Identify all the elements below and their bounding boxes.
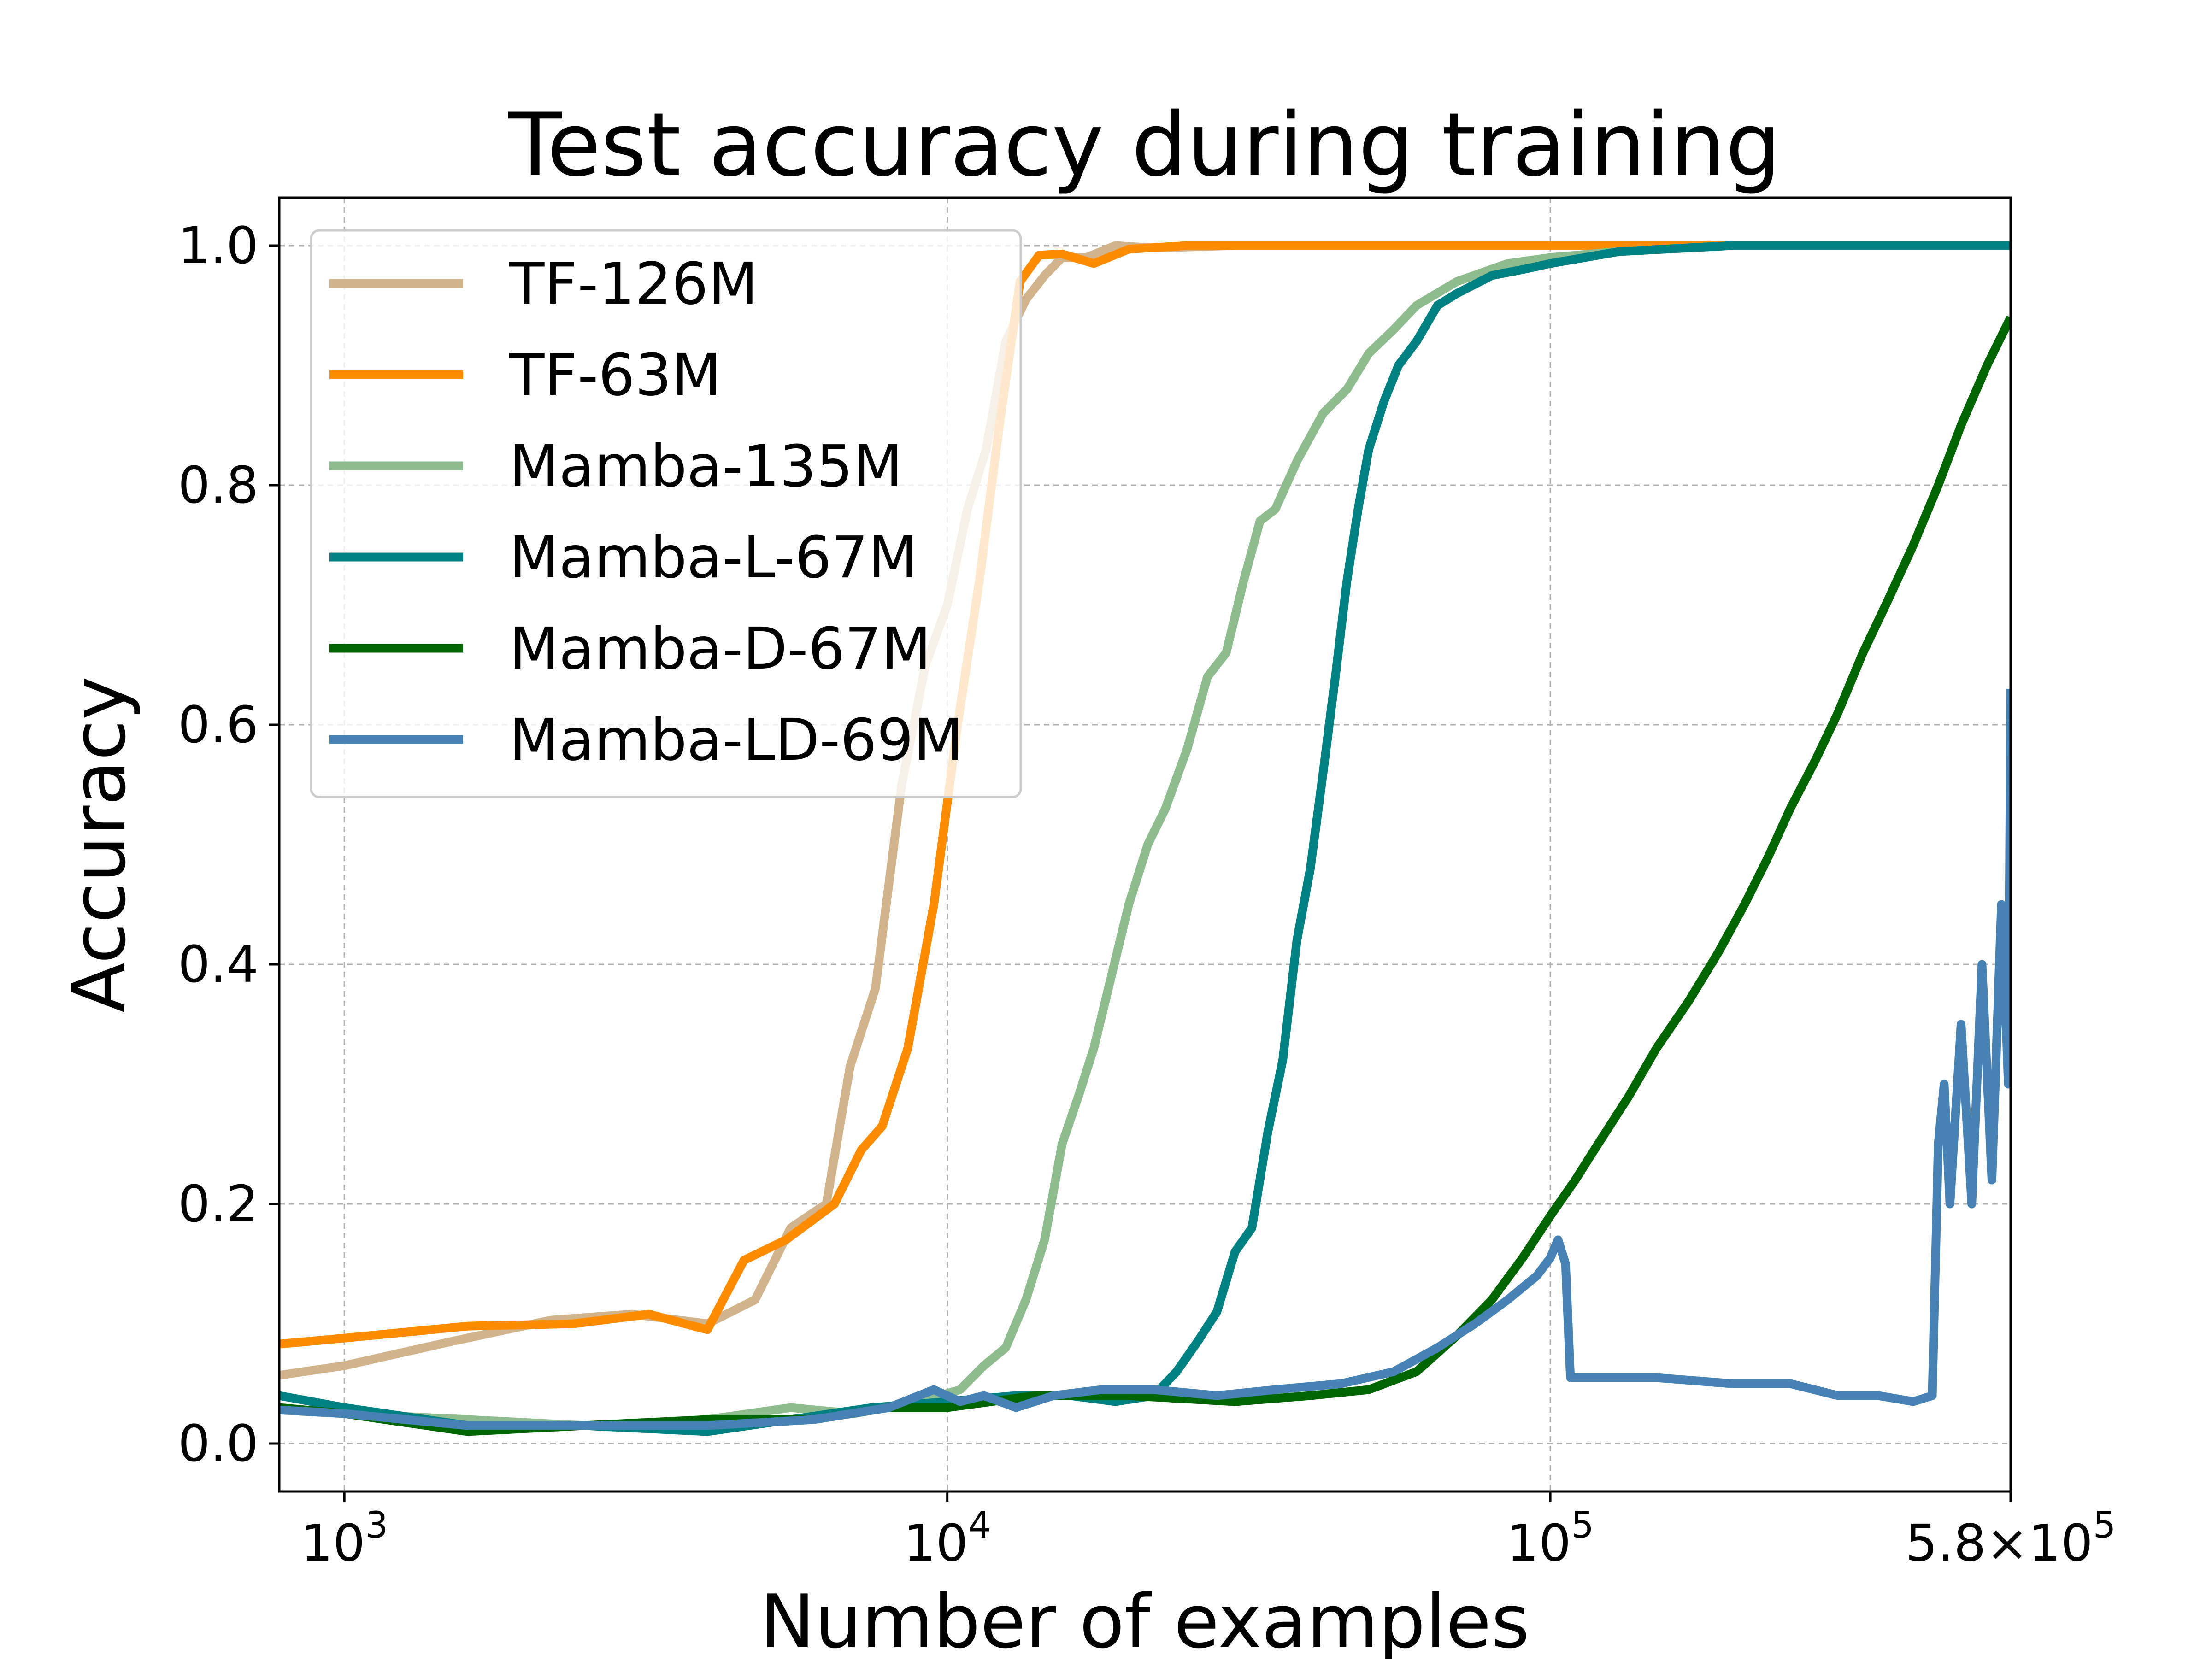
legend-label: TF-63M [509,342,721,409]
series-line-tf-63m [279,241,2011,1349]
x-tick-label-base: 5.8×10 [1906,1514,2093,1573]
y-tick-label: 0.6 [178,695,259,754]
legend-label: Mamba-LD-69M [509,707,963,774]
x-tick-label: 5.8×105 [1906,1505,2116,1573]
x-tick-label-exponent: 5 [2093,1505,2116,1546]
x-tick-label-base: 10 [1506,1514,1571,1573]
chart-title: Test accuracy during training [508,94,1781,196]
legend: TF-126M TF-63M Mamba-135M Mamba-L-67M Mamba-… [310,229,1022,798]
legend-box [310,229,1022,798]
x-tick-label-base: 10 [300,1514,365,1573]
x-tick-label: 104 [904,1505,991,1573]
legend-label: TF-126M [509,251,758,317]
plot-frame [278,196,2012,1493]
x-tick-label: 103 [300,1505,388,1573]
x-tick-label: 105 [1506,1505,1594,1573]
y-tick-label: 0.2 [178,1174,259,1233]
x-tick-label-base: 10 [904,1514,968,1573]
y-tick-label: 0.4 [178,935,259,994]
y-tick-label: 1.0 [178,216,259,275]
x-tick-label-exponent: 4 [968,1505,991,1546]
series-line-mamba-ld-69m [279,688,2011,1430]
y-tick-label: 0.8 [178,456,259,515]
series-lines [279,241,2011,1436]
x-axis-label: Number of examples [760,1579,1530,1659]
x-tick-label-exponent: 3 [365,1505,388,1546]
legend-label: Mamba-L-67M [509,524,918,591]
y-axis-label: Accuracy [56,676,142,1013]
y-tick-label: 0.0 [178,1414,259,1473]
legend-label: Mamba-135M [509,433,903,500]
legend-label: Mamba-D-67M [509,616,931,682]
x-tick-label-exponent: 5 [1571,1505,1594,1546]
